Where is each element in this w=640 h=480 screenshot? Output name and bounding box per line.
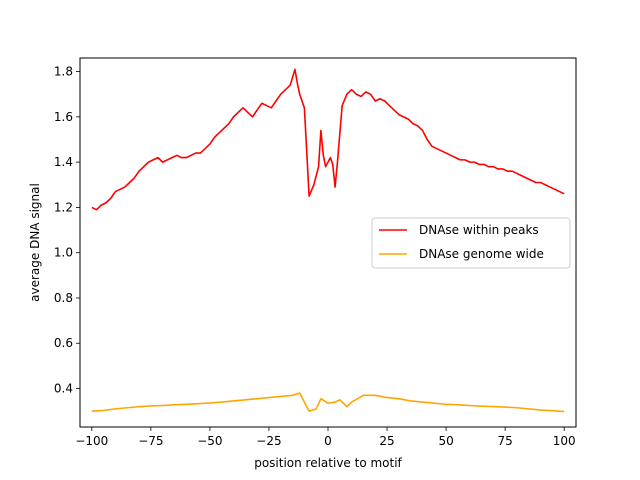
series-layer	[91, 68, 565, 413]
y-axis-label: average DNA signal	[28, 183, 42, 302]
x-tick-label: −50	[197, 434, 222, 448]
legend: DNAse within peaks DNAse genome wide	[371, 217, 571, 269]
x-tick-label: 25	[379, 434, 394, 448]
x-tick-label: −25	[256, 434, 281, 448]
y-tick-label: 1.2	[54, 200, 73, 214]
y-tick-label: 1.6	[54, 110, 73, 124]
y-axis: 0.4 0.6 0.8 1.0 1.2 1.4 1.6 1.8	[54, 65, 80, 396]
x-tick-label: 100	[553, 434, 576, 448]
x-tick-label: −100	[75, 434, 108, 448]
y-tick-label: 0.6	[54, 336, 73, 350]
x-tick-label: 50	[438, 434, 453, 448]
y-tick-label: 1.8	[54, 65, 73, 79]
legend-label-peaks: DNAse within peaks	[419, 223, 539, 237]
x-tick-label: 75	[498, 434, 513, 448]
series-line-1	[91, 392, 565, 413]
legend-label-genome: DNAse genome wide	[419, 247, 544, 261]
y-tick-label: 1.4	[54, 155, 73, 169]
y-tick-label: 1.0	[54, 246, 73, 260]
x-tick-label: −75	[138, 434, 163, 448]
x-axis-label: position relative to motif	[254, 456, 402, 470]
x-tick-label: 0	[324, 434, 332, 448]
x-axis: −100 −75 −50 −25 0 25 50 75 100	[75, 427, 576, 448]
series-line-0	[91, 68, 565, 211]
y-tick-label: 0.4	[54, 382, 73, 396]
y-tick-label: 0.8	[54, 291, 73, 305]
legend-box	[371, 217, 571, 269]
